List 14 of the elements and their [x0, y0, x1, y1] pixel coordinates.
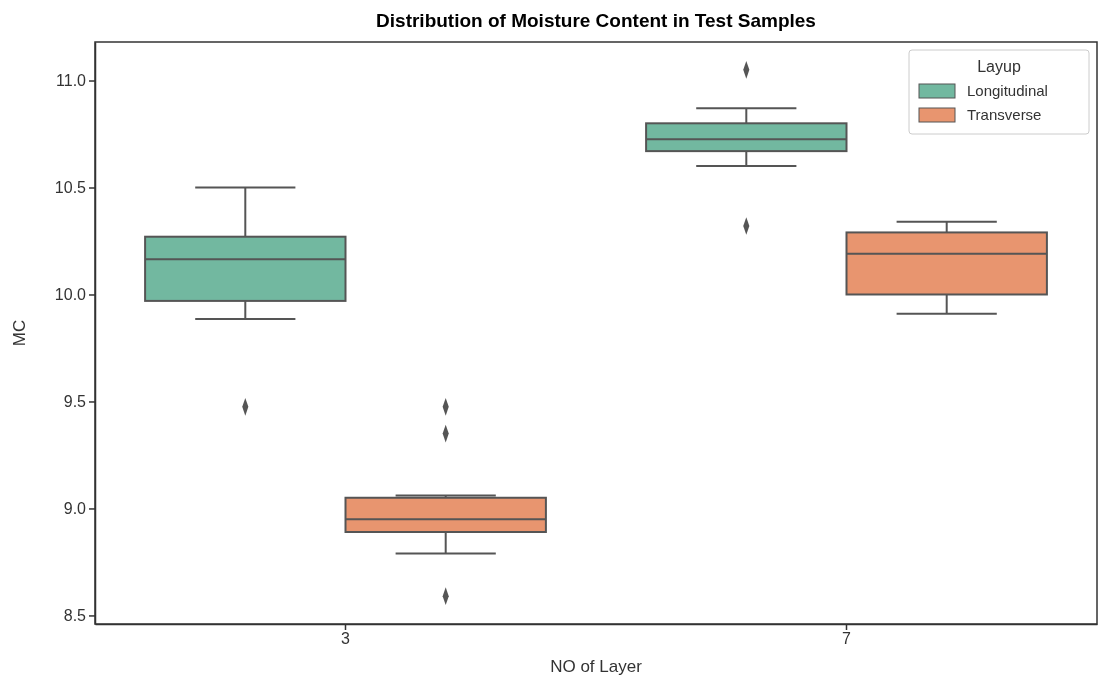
legend-label: Transverse — [967, 106, 1042, 123]
x-tick-label: 7 — [842, 630, 852, 648]
y-tick-label: 9.5 — [63, 393, 87, 411]
legend-title: Layup — [977, 58, 1021, 75]
y-tick-label: 10.0 — [54, 286, 87, 304]
legend-label: Longitudinal — [967, 82, 1048, 99]
x-tick-label: 3 — [341, 630, 351, 648]
x-axis-title: NO of Layer — [550, 657, 643, 676]
chart-title: Distribution of Moisture Content in Test Samples — [376, 10, 816, 31]
y-axis-title: MC — [10, 319, 29, 347]
y-tick-label: 9.0 — [63, 500, 87, 518]
y-tick-label: 11.0 — [56, 72, 87, 90]
y-tick-label: 8.5 — [63, 607, 87, 625]
y-tick-label: 10.5 — [54, 179, 87, 197]
